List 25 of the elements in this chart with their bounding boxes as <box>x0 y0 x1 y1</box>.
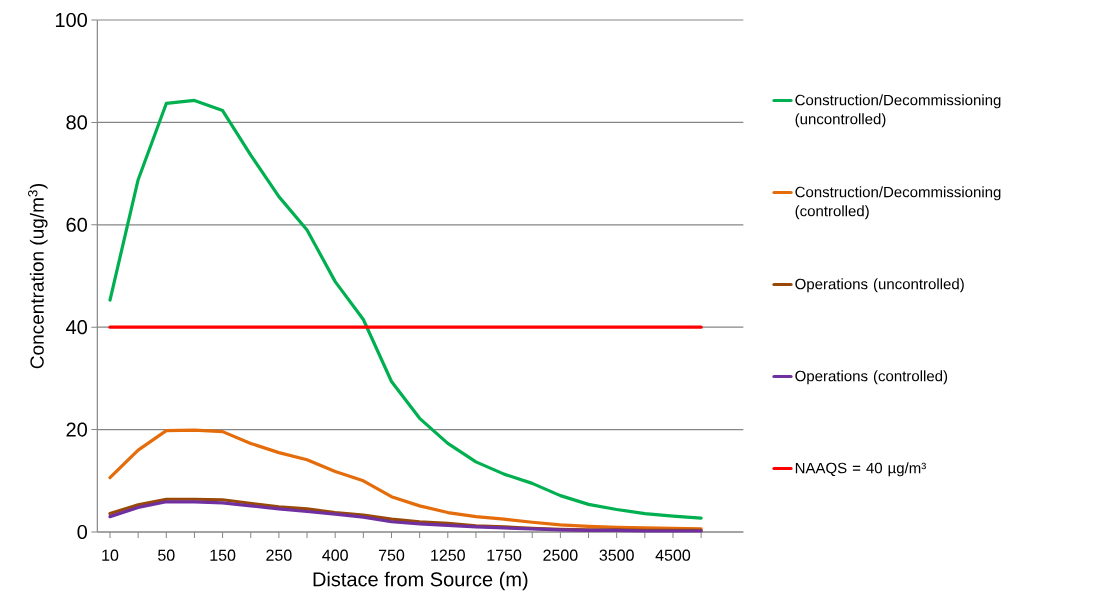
y-axis-title: Concentration (ug/m$^{3}$) <box>28 184 48 369</box>
line-series <box>108 98 703 520</box>
x-tick-label: 50 <box>158 549 175 561</box>
y-tick-label: 60 <box>66 217 88 232</box>
y-tick-label: 20 <box>66 422 88 437</box>
x-tick-label: 3500 <box>599 549 634 561</box>
x-tick-label: 250 <box>266 549 292 561</box>
y-tick-label: 40 <box>66 320 88 335</box>
legend-label: NAAQS = 40 µg/m³ <box>795 462 926 477</box>
legend-label: Operations (controlled) <box>795 370 948 385</box>
x-tick-label: 2500 <box>543 549 578 561</box>
legend-label: Construction/Decommissioning (controlled) <box>795 186 1001 220</box>
x-tick-label: 4500 <box>655 549 691 561</box>
x-tick-label: 750 <box>378 549 405 561</box>
y-tick-label: 100 <box>55 12 88 28</box>
legend-label: Construction/Decommissioning (uncontrolled) <box>795 94 1001 128</box>
x-tick-label: 10 <box>102 549 119 561</box>
y-tick-label: 0 <box>77 524 88 540</box>
x-tick-label: 1250 <box>431 549 465 561</box>
x-tick-label: 400 <box>322 549 348 561</box>
x-axis-title: Distace from Source (m) <box>313 571 528 591</box>
x-tick-label: 1750 <box>487 549 522 561</box>
legend-label: Operations (uncontrolled) <box>795 278 964 293</box>
y-tick-label: 80 <box>66 115 88 130</box>
x-tick-label: 150 <box>210 549 236 561</box>
